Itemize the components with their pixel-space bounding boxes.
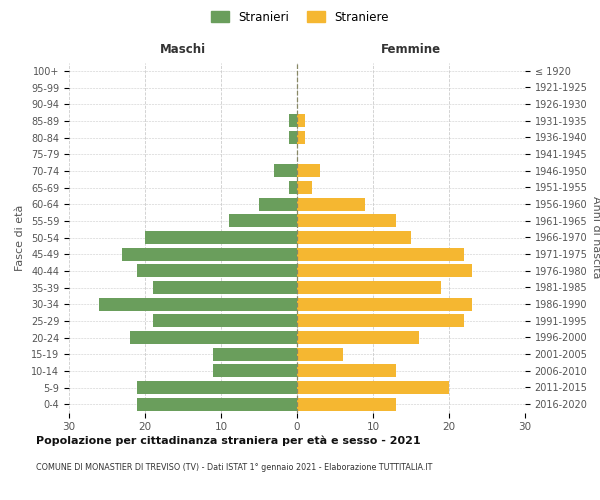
Bar: [297, 231, 411, 244]
Bar: [145, 231, 297, 244]
Bar: [297, 131, 305, 144]
Text: Maschi: Maschi: [160, 43, 206, 56]
Bar: [297, 348, 343, 360]
Bar: [229, 214, 297, 228]
Bar: [274, 164, 297, 177]
Bar: [137, 398, 297, 410]
Bar: [297, 214, 396, 228]
Bar: [297, 164, 320, 177]
Bar: [297, 298, 472, 310]
Bar: [152, 281, 297, 294]
Bar: [214, 348, 297, 360]
Bar: [259, 198, 297, 210]
Bar: [297, 114, 305, 128]
Text: COMUNE DI MONASTIER DI TREVISO (TV) - Dati ISTAT 1° gennaio 2021 - Elaborazione : COMUNE DI MONASTIER DI TREVISO (TV) - Da…: [36, 462, 433, 471]
Bar: [297, 331, 419, 344]
Bar: [297, 364, 396, 378]
Y-axis label: Fasce di età: Fasce di età: [16, 204, 25, 270]
Bar: [152, 314, 297, 328]
Bar: [214, 364, 297, 378]
Bar: [137, 381, 297, 394]
Text: Popolazione per cittadinanza straniera per età e sesso - 2021: Popolazione per cittadinanza straniera p…: [36, 435, 421, 446]
Bar: [297, 398, 396, 410]
Bar: [297, 281, 442, 294]
Bar: [297, 264, 472, 278]
Bar: [289, 181, 297, 194]
Bar: [297, 381, 449, 394]
Bar: [122, 248, 297, 260]
Bar: [100, 298, 297, 310]
Bar: [297, 198, 365, 210]
Bar: [297, 248, 464, 260]
Y-axis label: Anni di nascita: Anni di nascita: [592, 196, 600, 278]
Text: Femmine: Femmine: [381, 43, 441, 56]
Legend: Stranieri, Straniere: Stranieri, Straniere: [206, 6, 394, 28]
Bar: [130, 331, 297, 344]
Bar: [297, 314, 464, 328]
Bar: [289, 131, 297, 144]
Bar: [137, 264, 297, 278]
Bar: [297, 181, 312, 194]
Bar: [289, 114, 297, 128]
